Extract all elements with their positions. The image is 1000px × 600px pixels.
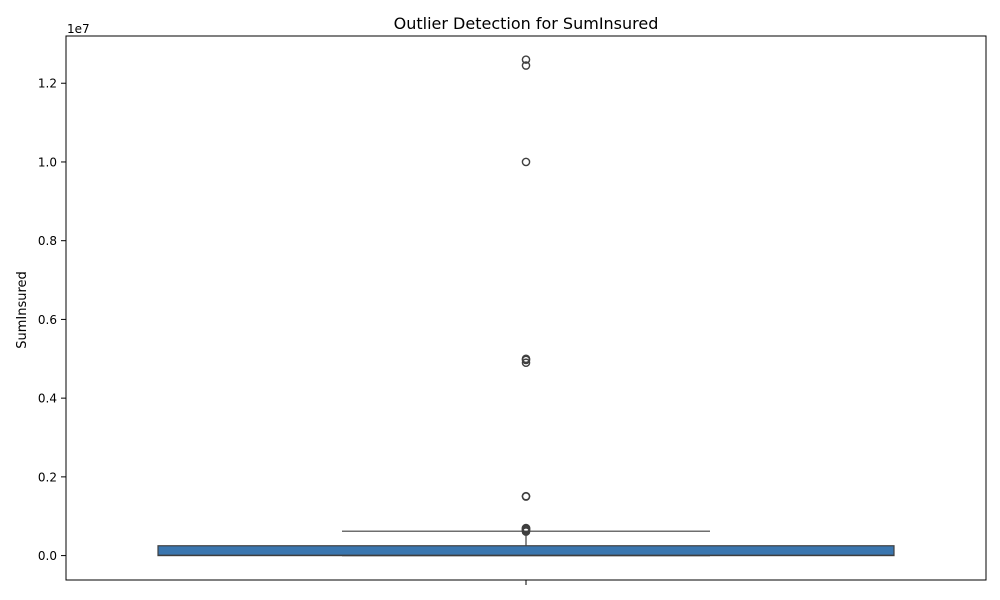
chart-title: Outlier Detection for SumInsured: [394, 14, 659, 33]
outlier-point: [521, 354, 531, 364]
outlier-point: [521, 55, 531, 64]
box-series: [157, 55, 895, 557]
y-tick-label: 1.0: [38, 155, 57, 169]
outlier-point: [521, 491, 531, 501]
interquartile-box: [157, 545, 895, 557]
y-tick-label: 1.2: [38, 77, 57, 91]
y-tick-label: 0.4: [38, 392, 57, 406]
y-tick-label: 0.6: [38, 313, 57, 327]
outlier-point: [521, 61, 531, 70]
y-axis-ticks: 0.0 0.2 0.4 0.6 0.8 1.0 1.2: [38, 77, 66, 563]
y-tick-label: 0.8: [38, 234, 57, 248]
y-offset-label: 1e7: [67, 22, 90, 36]
y-axis-label: SumInsured: [15, 271, 30, 349]
outlier-point: [521, 358, 531, 368]
outlier-point: [521, 523, 531, 533]
outlier-point: [521, 157, 531, 167]
y-tick-label: 0.0: [38, 549, 57, 563]
y-tick-label: 0.2: [38, 470, 57, 484]
